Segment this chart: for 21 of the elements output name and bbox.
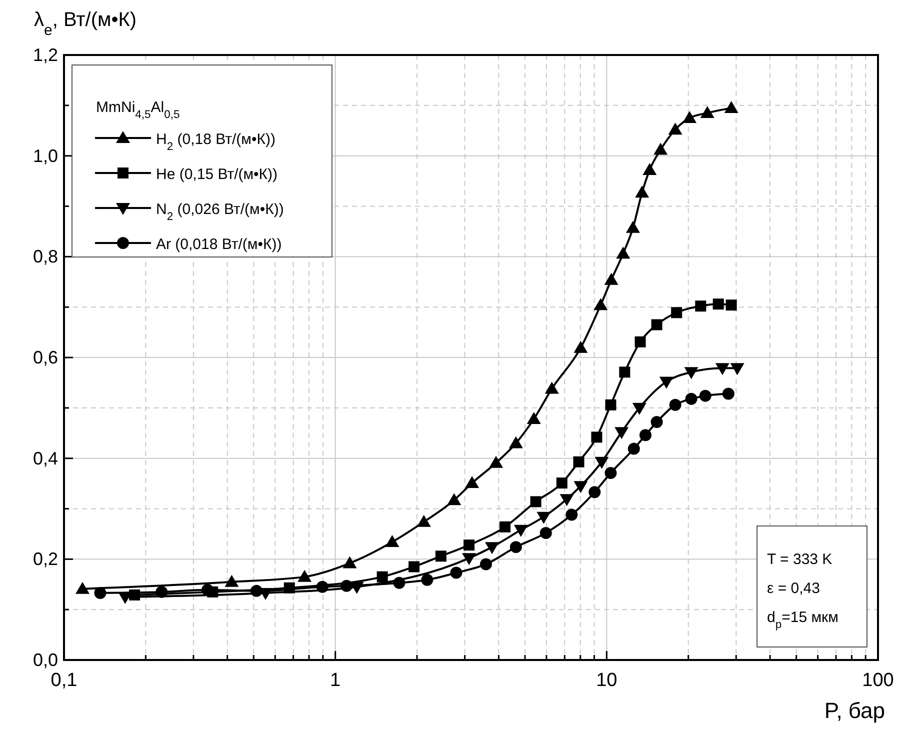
legend-label: Ar (0,018 Вт/(м•К)) (156, 236, 282, 253)
y-tick-label: 1,2 (32, 45, 58, 65)
y-tick-label: 0,0 (32, 650, 58, 670)
annotation: ε = 0,43 (767, 580, 820, 597)
x-tick-label: 10 (596, 670, 618, 691)
y-tick-label: 1,0 (32, 146, 58, 166)
annotation: d$_{p}$=15 мкм (767, 609, 838, 631)
y-tick-label: 0,2 (32, 549, 58, 570)
y-tick-label: 0,4 (32, 448, 58, 468)
legend-label: N$_{2}$ (0,026 Вт/(м•К)) (156, 201, 284, 223)
legend-label: H$_{2}$ (0,18 Вт/(м•К)) (156, 131, 276, 153)
annotation: T = 333 K (767, 551, 832, 568)
x-tick-label: 100 (862, 670, 894, 691)
x-axis-title: P, бар (824, 698, 885, 723)
legend-title: MmNi$_{4,5}$Al$_{0,5}$ (96, 99, 180, 121)
x-tick-label: 0,1 (50, 670, 78, 691)
legend-label: He (0,15 Вт/(м•К)) (156, 166, 278, 183)
y-tick-label: 0,8 (32, 246, 58, 267)
y-axis-title: λ$_{e}$, Вт/(м•К) (34, 9, 137, 38)
y-tick-label: 0,6 (32, 348, 58, 368)
x-tick-label: 1 (330, 670, 341, 691)
